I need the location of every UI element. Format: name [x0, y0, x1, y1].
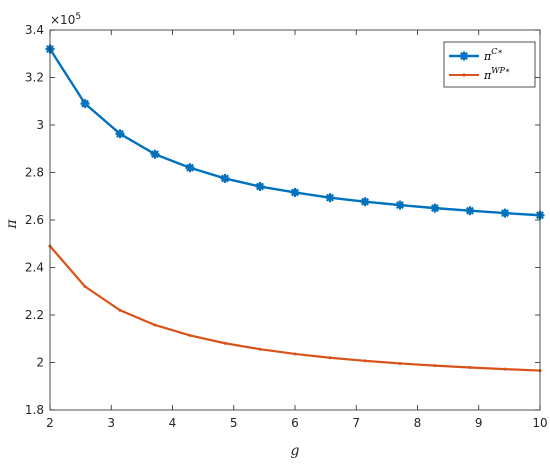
legend: πC∗ πWP∗ [443, 41, 536, 88]
y-tick-label: 1.8 [25, 403, 44, 417]
data-point-series-2 [433, 364, 437, 368]
data-point-series-1 [325, 193, 335, 203]
y-exponent-base: ×10 [50, 13, 75, 27]
data-point-series-2 [153, 323, 157, 327]
y-tick-label: 2.6 [25, 213, 44, 227]
data-point-series-2 [223, 341, 227, 345]
plot-area [50, 30, 540, 410]
data-point-series-2 [118, 308, 122, 312]
data-point-series-2 [258, 347, 262, 351]
data-point-series-1 [255, 182, 265, 192]
legend-marker-series-2 [462, 73, 466, 77]
data-point-series-1 [220, 173, 230, 183]
y-tick-label: 3.2 [25, 71, 44, 85]
x-tick-label: 9 [475, 416, 483, 430]
legend-marker-glyph [459, 51, 469, 61]
data-point-series-2 [503, 367, 507, 371]
y-tick-label: 2.8 [25, 166, 44, 180]
legend-name-series-2: π [483, 69, 492, 82]
data-point-series-2 [468, 365, 472, 369]
data-point-series-1 [465, 206, 475, 216]
series-layer [45, 44, 545, 373]
legend-sup-series-2: WP∗ [491, 66, 510, 75]
y-axis-label: π [4, 219, 20, 230]
data-point-series-1 [430, 203, 440, 213]
data-point-series-2 [188, 333, 192, 337]
y-tick-label: 3 [36, 118, 44, 132]
data-point-series-1 [290, 187, 300, 197]
legend-box [443, 41, 536, 88]
data-point-series-2 [83, 285, 87, 288]
y-tick-label: 2.4 [25, 261, 44, 275]
data-point-series-1 [360, 197, 370, 207]
x-tick-label: 6 [291, 416, 299, 430]
data-point-series-1 [185, 163, 195, 173]
x-tick-label: 4 [169, 416, 177, 430]
legend-name-series-1: π [483, 50, 492, 63]
y-tick-label: 3.4 [25, 23, 44, 37]
legend-label-series-2: πWP∗ [483, 66, 510, 82]
x-axis-label: g [291, 443, 300, 459]
legend-marker-series-1 [459, 51, 469, 61]
y-tick-label: 2 [36, 356, 44, 370]
x-tick-label: 3 [107, 416, 115, 430]
legend-sup-series-1: C∗ [491, 47, 503, 56]
data-point-series-2 [398, 361, 402, 365]
x-tick-label: 2 [46, 416, 54, 430]
data-point-series-2 [328, 356, 332, 360]
tick-layer: 2 3 4 5 6 7 8 9 101.822.22.42.62.833.23.4 [25, 23, 548, 430]
data-point-series-2 [363, 359, 367, 363]
data-point-series-1 [150, 149, 160, 159]
x-tick-label: 10 [532, 416, 547, 430]
data-point-series-1 [115, 129, 125, 139]
legend-label-series-1: πC∗ [483, 47, 503, 63]
y-tick-label: 2.2 [25, 308, 44, 322]
x-tick-label: 8 [414, 416, 422, 430]
data-point-series-1 [395, 200, 405, 210]
y-exponent-power: 5 [75, 12, 81, 22]
x-tick-label: 5 [230, 416, 238, 430]
data-point-series-1 [500, 208, 510, 218]
y-axis-exponent: ×105 [50, 12, 81, 27]
data-point-series-1 [80, 99, 90, 109]
x-tick-label: 7 [352, 416, 360, 430]
data-point-series-2 [293, 352, 297, 356]
